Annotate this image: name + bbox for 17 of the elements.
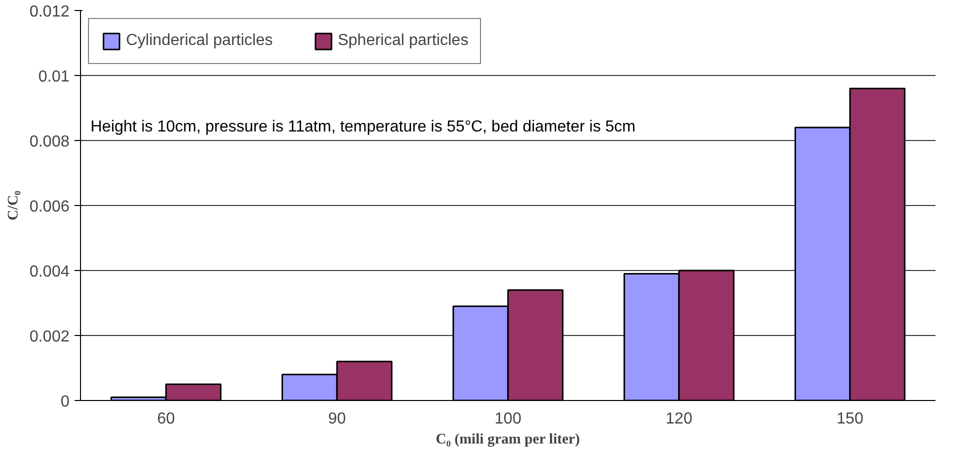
- legend-label: Cylinderical particles: [126, 32, 273, 50]
- y-tick-label: 0.01: [38, 68, 70, 86]
- x-axis-title: C₀ (mili gram per liter): [436, 432, 580, 448]
- y-tick-label: 0.002: [29, 328, 70, 346]
- y-tick-label: 0: [60, 394, 70, 410]
- y-axis-title: C/C₀: [5, 190, 22, 220]
- x-tick-label: 60: [157, 410, 175, 428]
- y-tick-label: 0.006: [29, 198, 70, 216]
- y-tick-label: 0.004: [29, 264, 70, 280]
- y-tick-label: 0.012: [29, 4, 70, 20]
- y-tick-label: 0.008: [29, 134, 70, 150]
- x-tick-label: 90: [328, 410, 346, 428]
- x-tick-label: 120: [666, 410, 692, 428]
- legend-label: Spherical particles: [338, 32, 468, 50]
- x-tick-label: 150: [836, 410, 864, 428]
- annotation: Height is 10cm, pressure is 11atm, temperature is 55°C, bed diameter is 5cm: [90, 118, 636, 136]
- x-tick-label: 100: [494, 410, 522, 428]
